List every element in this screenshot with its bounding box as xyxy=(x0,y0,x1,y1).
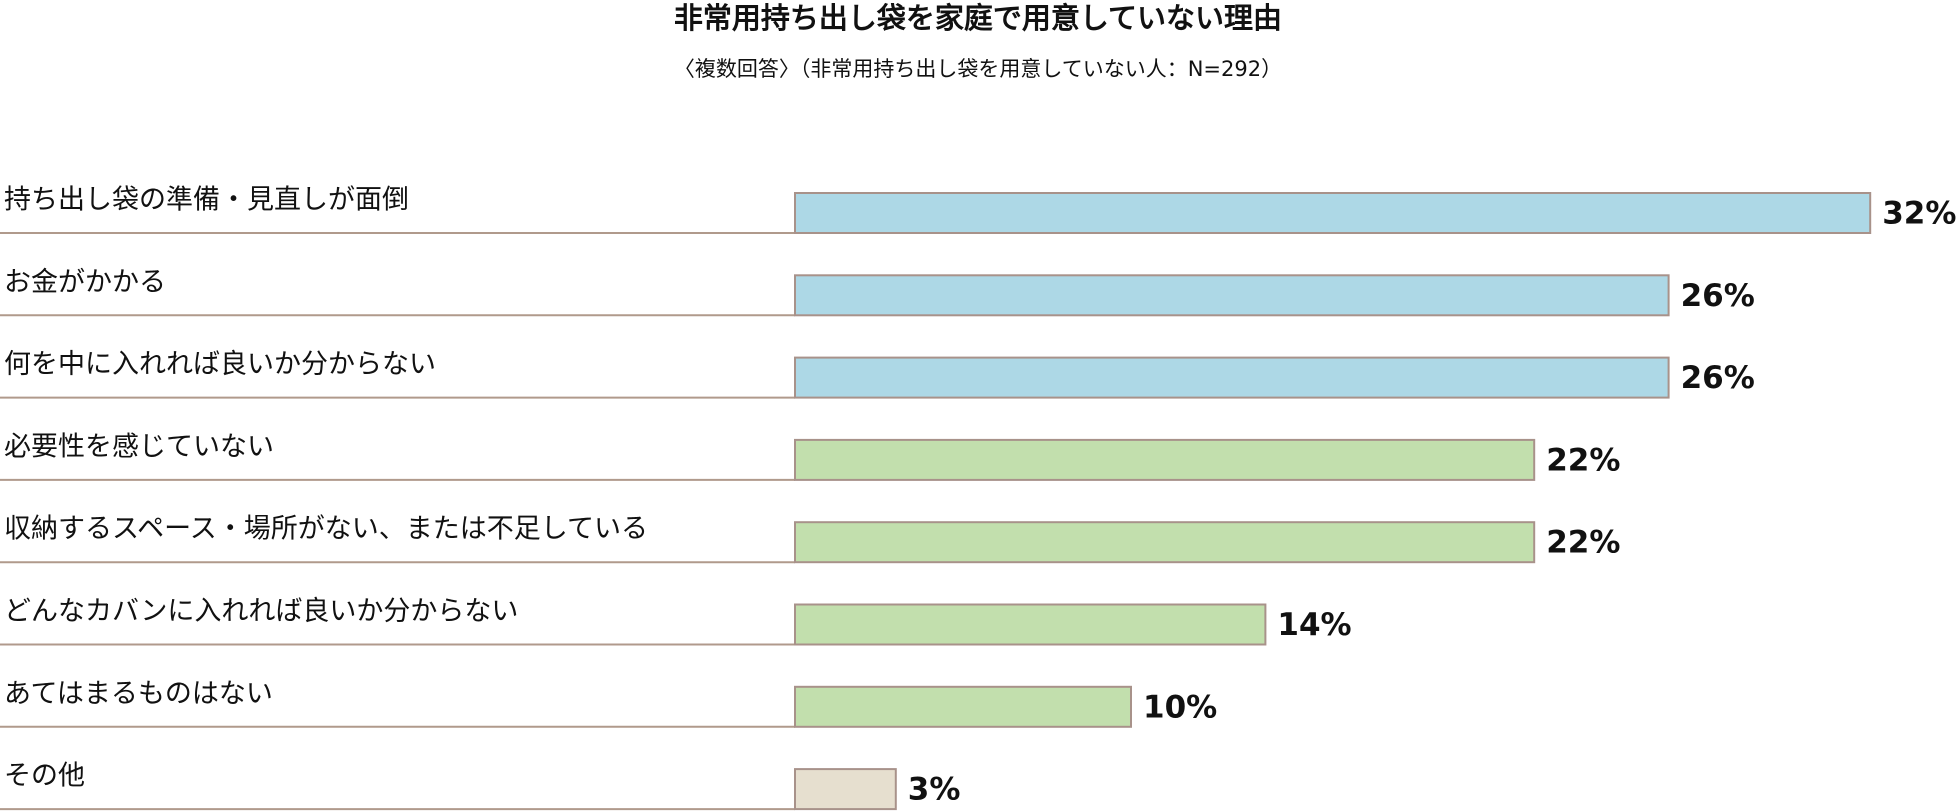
value-label: 26% xyxy=(1681,360,1755,396)
bar xyxy=(794,274,1670,317)
category-label: あてはまるものはない xyxy=(4,678,273,709)
bar xyxy=(794,438,1536,481)
chart-title: 非常用持ち出し袋を家庭で用意していない理由 xyxy=(674,1,1282,35)
bar xyxy=(794,603,1267,646)
category-label: 何を中に入れれば良いか分からない xyxy=(4,349,436,380)
value-label: 26% xyxy=(1681,278,1755,314)
value-label: 32% xyxy=(1882,196,1956,232)
value-label: 22% xyxy=(1546,525,1620,561)
category-label: どんなカバンに入れれば良いか分からない xyxy=(4,596,518,627)
category-label: 収納するスペース・場所がない、または不足している xyxy=(4,514,648,545)
category-label: 持ち出し袋の準備・見直しが面倒 xyxy=(4,185,409,216)
bar xyxy=(794,768,897,811)
category-label: 必要性を感じていない xyxy=(4,431,274,462)
chart-subtitle: 〈複数回答〉（非常用持ち出し袋を用意していない人：N=292） xyxy=(674,57,1282,81)
bar xyxy=(794,356,1670,399)
bar xyxy=(794,192,1872,234)
bar xyxy=(794,685,1132,728)
value-label: 3% xyxy=(908,772,961,808)
category-label: お金がかかる xyxy=(4,267,166,298)
value-label: 14% xyxy=(1277,607,1351,643)
value-label: 22% xyxy=(1546,442,1620,478)
category-label: その他 xyxy=(4,761,85,792)
value-label: 10% xyxy=(1143,689,1217,725)
bar xyxy=(794,521,1536,564)
